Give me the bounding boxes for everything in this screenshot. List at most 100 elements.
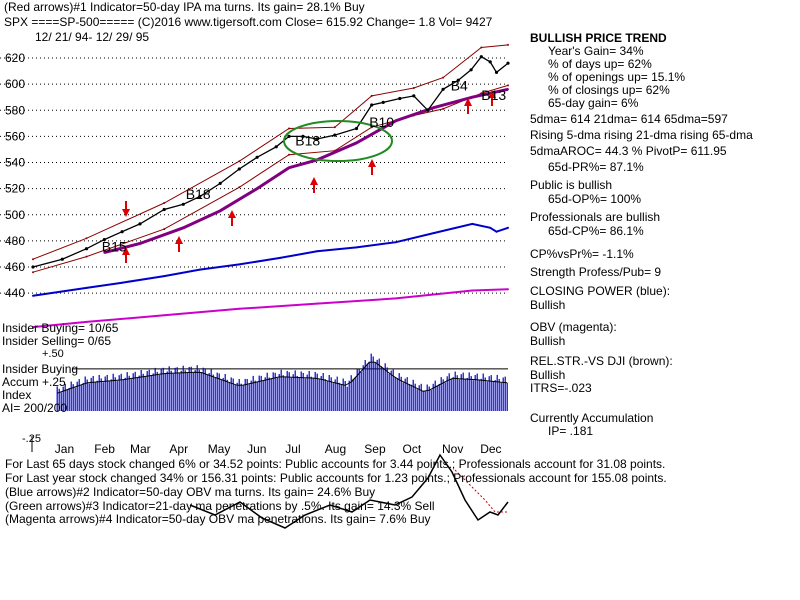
annotation-label: B10 [369, 114, 394, 130]
years-gain: Year's Gain= 34% [548, 44, 644, 58]
symbol-line: SPX ====SP-500===== (C)2016 www.tigersof… [4, 15, 493, 29]
month-label: Dec [480, 442, 501, 456]
month-label: Apr [169, 442, 188, 456]
insider-buying: Insider Buying= 10/65 [2, 321, 119, 335]
series-obv [32, 288, 509, 329]
insider-buying-label: Insider Buying [2, 362, 79, 376]
close-point [370, 103, 374, 107]
obv-point [316, 302, 318, 305]
obv-point [471, 289, 474, 292]
upper-band-point [238, 160, 241, 163]
consolidation-circle [283, 120, 393, 162]
obv-point [163, 314, 166, 317]
index-label: Index [2, 388, 32, 402]
closing-power-point [507, 226, 509, 229]
up-arrow-icon [228, 210, 236, 226]
close-point [506, 61, 510, 65]
upper-band-point [288, 127, 290, 130]
up-arrow-icon [175, 236, 183, 252]
strength-ratio: Strength Profess/Pub= 9 [530, 265, 662, 279]
up-arrow-icon [122, 247, 130, 263]
upper-band-line [32, 44, 509, 260]
ma65-line [103, 87, 509, 255]
aroc-pivot: 5dmaAROC= 44.3 % PivotP= 611.95 [530, 144, 727, 158]
close-point [31, 265, 35, 269]
up-arrow-icon [310, 177, 318, 193]
y-tick-label: 600 [5, 77, 25, 91]
closing-power-point [316, 250, 318, 253]
y-tick-label: 540 [5, 156, 25, 170]
month-label: Jan [55, 442, 74, 456]
annotation-label: B4 [451, 78, 468, 94]
signal-arrows [122, 90, 496, 263]
footer-65day: For Last 65 days stock changed 6% or 34.… [5, 457, 666, 471]
ma65-point [355, 141, 358, 144]
professionals-status: Professionals are bullish [530, 210, 661, 224]
close-point [162, 207, 166, 212]
pct-closings-up: % of closings up= 62% [548, 83, 670, 97]
close-point [426, 108, 430, 112]
close-point [60, 257, 64, 261]
upper-band-point [442, 76, 445, 79]
itrs-value: ITRS=-.023 [530, 381, 592, 395]
pct-days-up: % of days up= 62% [548, 57, 652, 71]
closing-power-point [279, 256, 282, 259]
obv-value: Bullish [530, 334, 566, 348]
month-label: Nov [442, 442, 463, 456]
up-arrow-icon [488, 90, 496, 106]
month-label: Oct [403, 442, 422, 456]
upper-band-point [333, 126, 336, 129]
public-status: Public is bullish [530, 178, 613, 192]
ip-value: IP= .181 [548, 424, 594, 438]
lower-band-point [163, 228, 166, 231]
upper-band-point [480, 46, 483, 49]
series-close [31, 55, 510, 269]
ma65-point [433, 106, 436, 109]
pr-65d: 65d-PR%= 87.1% [548, 160, 644, 174]
down-arrow-icon [122, 201, 130, 217]
upper-band-point [370, 94, 373, 97]
month-label: Aug [325, 442, 346, 456]
annotation-label: B15 [102, 238, 127, 254]
cp-vs-pr: CP%vsPr%= -1.1% [530, 247, 634, 261]
footer-magenta-arrows: (Magenta arrows)#4 Indicator=50-day OBV … [5, 512, 431, 526]
closing-power-point [198, 268, 201, 271]
closing-power-point [121, 281, 124, 284]
upper-band-point [85, 237, 88, 240]
obv-point [32, 326, 34, 329]
month-label: Mar [130, 442, 151, 456]
y-tick-label: 500 [5, 208, 25, 222]
pct-openings-up: % of openings up= 15.1% [548, 70, 686, 84]
lower-band-point [85, 255, 88, 258]
ai-value: AI= 200/200 [2, 401, 68, 415]
relstr-value: Bullish [530, 368, 566, 382]
closing-power-point [471, 222, 474, 225]
up-arrow-icon [368, 159, 376, 175]
close-point [456, 78, 460, 82]
up-arrow-icon [464, 98, 472, 114]
close-point [181, 202, 185, 206]
accumulation-panel [31, 353, 508, 452]
upper-band-point [412, 87, 415, 89]
close-point [441, 87, 445, 91]
series-closing-power [32, 222, 509, 297]
close-point [333, 133, 337, 137]
closing-power-point [355, 246, 358, 249]
relstr-label: REL.STR.-VS DJI (brown): [530, 354, 673, 368]
close-point [381, 100, 385, 104]
close-point [84, 247, 89, 251]
month-label: Jul [285, 442, 300, 456]
series-upper-band [32, 43, 509, 261]
month-label: Jun [247, 442, 266, 456]
close-point [237, 167, 241, 171]
price-axis-ticks: 440 460 480 500 520 540 560 580 600 620 [5, 51, 25, 300]
ma65-point [288, 166, 290, 169]
closing-power-point [495, 230, 498, 233]
close-point [120, 230, 124, 234]
close-point [488, 60, 492, 64]
close-point [274, 145, 278, 149]
accumulation-label: Currently Accumulation [530, 411, 654, 425]
ma65-point [507, 88, 509, 91]
close-point [287, 134, 291, 138]
dma-values: 5dma= 614 21dma= 614 65dma=597 [530, 112, 728, 126]
